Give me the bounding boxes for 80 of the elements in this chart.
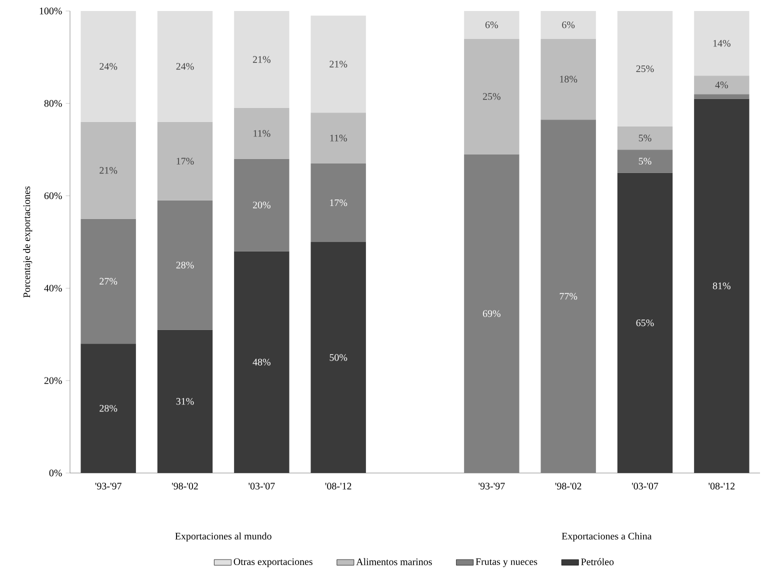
x-tick-label: '08-'12 (708, 482, 735, 490)
x-tick-label: '03-'07 (632, 482, 658, 490)
data-label: 18% (560, 76, 578, 83)
bar (157, 10, 213, 122)
bar (464, 154, 520, 473)
data-label: 69% (482, 310, 500, 317)
bar (157, 200, 213, 330)
bar (694, 10, 750, 76)
bar (157, 330, 213, 473)
data-label: 31% (176, 398, 194, 405)
data-label: 4% (715, 82, 728, 88)
bar (617, 150, 673, 173)
bar (234, 108, 290, 159)
data-label: 6% (485, 21, 498, 28)
legend-label: Frutas y nueces (476, 558, 538, 568)
bar (540, 10, 596, 39)
y-tick-label: 60% (44, 192, 62, 200)
bar (464, 38, 520, 154)
data-label: 25% (636, 65, 654, 72)
y-tick-label: 100% (40, 8, 62, 14)
bar (464, 10, 520, 39)
text: Exportaciones a China (562, 532, 652, 542)
bar (617, 172, 673, 473)
x-tick-label: '93-'97 (478, 482, 505, 490)
bar (157, 122, 213, 200)
data-label: 6% (562, 21, 575, 28)
legend-label: Alimentos marinos (356, 558, 432, 566)
data-label: 21% (252, 56, 270, 63)
data-label: 81% (712, 282, 730, 290)
x-tick-label: '93-'97 (95, 482, 122, 490)
data-label: 11% (254, 130, 270, 137)
y-tick-label: 20% (44, 377, 62, 384)
data-label: 25% (482, 93, 500, 100)
data-label: 77% (560, 292, 578, 300)
data-label: 27% (100, 278, 118, 285)
bar (234, 158, 290, 252)
text: Exportaciones al mundo (175, 532, 272, 542)
x-tick-label: '03-'07 (248, 482, 275, 490)
data-label: 50% (330, 354, 348, 361)
x-tick-label: '98-'02 (172, 482, 198, 490)
data-label: 48% (252, 358, 270, 366)
data-label: 28% (100, 404, 118, 412)
legend-label: Otras exportaciones (234, 558, 312, 568)
data-label: 17% (330, 199, 348, 206)
legend-label: Petróleo (581, 558, 614, 566)
bar (617, 126, 673, 150)
data-label: 24% (176, 63, 194, 70)
data-label: 65% (636, 319, 654, 326)
data-label: 5% (638, 134, 652, 142)
data-label: 21% (330, 60, 348, 68)
bar (80, 218, 136, 344)
data-label: 21% (100, 167, 118, 174)
bar (80, 10, 136, 122)
bar (617, 10, 673, 126)
data-label: 5% (638, 158, 652, 165)
y-axis-title: Porcentaje de exportaciones (23, 186, 32, 298)
bar (694, 98, 750, 473)
data-label: 11% (330, 134, 347, 142)
bar (540, 38, 596, 120)
bar (310, 242, 366, 473)
bar (310, 16, 366, 113)
x-tick-label: '98-'02 (555, 482, 582, 490)
bar (540, 120, 596, 473)
bar (234, 10, 290, 108)
data-label: 24% (100, 63, 118, 70)
y-tick-label: 0% (49, 470, 62, 476)
data-label: 28% (176, 262, 194, 268)
x-tick-label: '08-'12 (325, 482, 352, 490)
bar (80, 122, 136, 219)
data-label: 14% (713, 40, 730, 47)
data-label: 20% (252, 202, 270, 208)
bar (80, 344, 136, 473)
bar (310, 112, 366, 164)
data-label: 17% (176, 158, 194, 165)
bar (310, 163, 366, 242)
bar (694, 76, 750, 94)
bar (234, 251, 290, 473)
y-tick-label: 80% (44, 100, 62, 107)
y-tick-label: 40% (44, 284, 62, 292)
bar (694, 94, 750, 99)
